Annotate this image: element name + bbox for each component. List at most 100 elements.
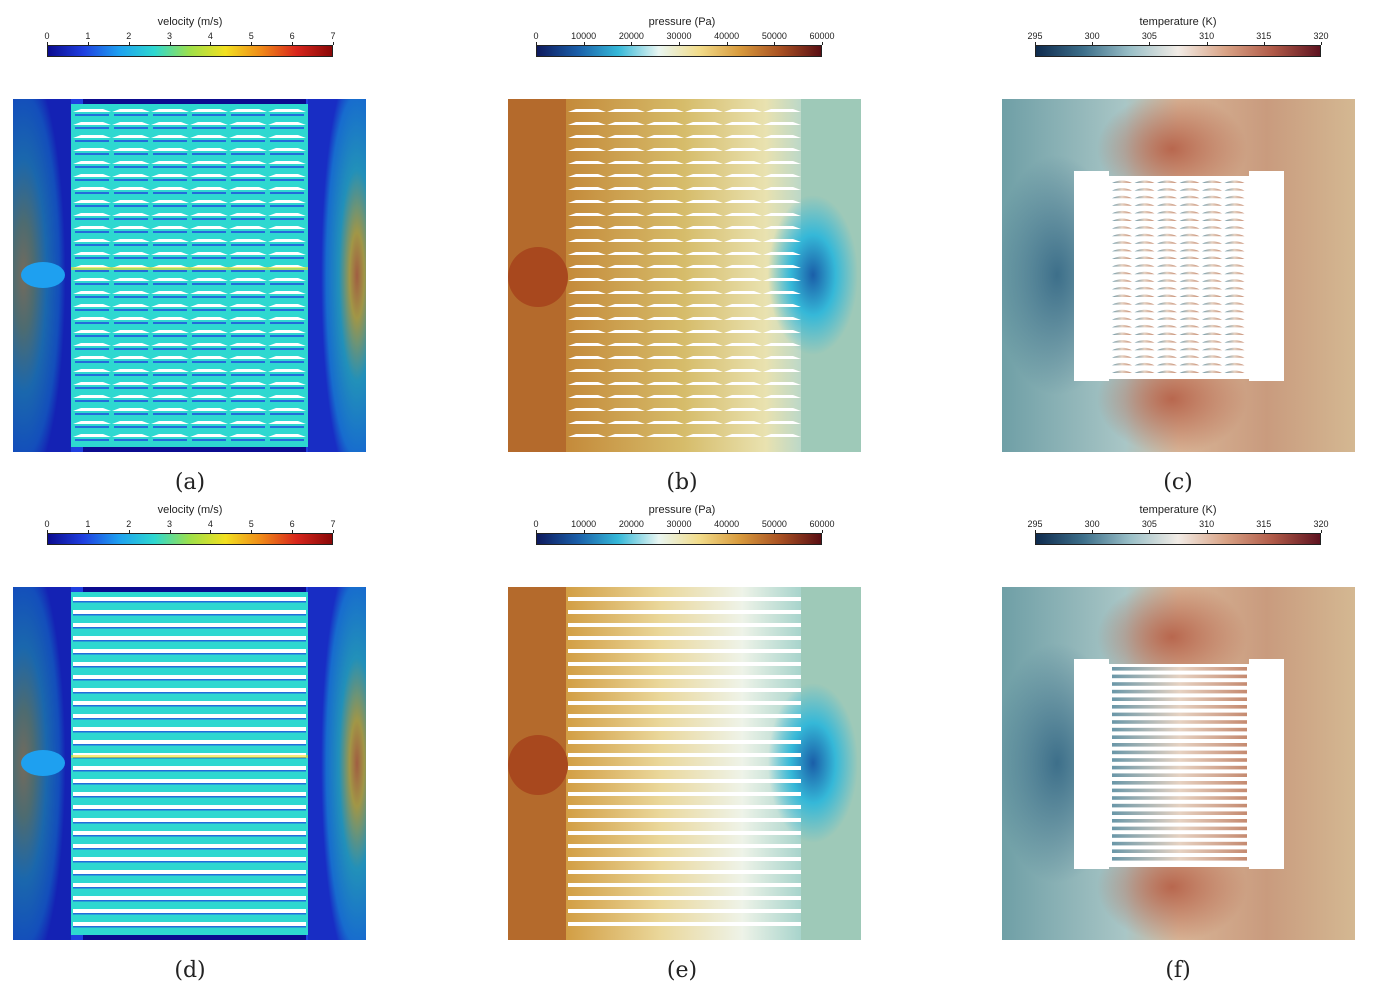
fin <box>763 174 801 177</box>
fin-wake <box>73 718 306 720</box>
colorbar <box>536 45 822 57</box>
fin <box>151 135 189 138</box>
fin <box>73 636 306 640</box>
fin-wake <box>192 270 226 272</box>
fin-wake <box>114 348 148 350</box>
colorbar-tick-mark <box>210 530 212 533</box>
fin <box>112 421 150 424</box>
fin-wake <box>114 335 148 337</box>
colorbar-tick-label: 50000 <box>761 31 787 41</box>
fin <box>73 662 306 666</box>
fin <box>268 200 306 203</box>
fin-wake <box>231 400 265 402</box>
fin <box>568 883 801 887</box>
fin-wake <box>75 244 109 246</box>
fin <box>685 304 723 307</box>
fin <box>151 200 189 203</box>
fin-wake <box>114 205 148 207</box>
fin <box>190 226 228 229</box>
fin <box>763 291 801 294</box>
colorbar-title: velocity (m/s) <box>157 504 223 516</box>
fin <box>763 382 801 385</box>
fin <box>607 200 645 203</box>
fin <box>607 421 645 424</box>
fin <box>1202 309 1222 313</box>
fin <box>151 356 189 359</box>
fin <box>724 187 762 190</box>
fin <box>685 122 723 125</box>
fin-wake <box>75 439 109 441</box>
fin <box>1112 180 1132 183</box>
fin <box>724 265 762 268</box>
fin-wake <box>153 270 187 272</box>
colorbar-tick-mark <box>292 42 294 45</box>
fin <box>73 610 306 614</box>
fin <box>73 395 111 398</box>
fin <box>1112 667 1247 671</box>
fin-wake <box>114 309 148 311</box>
fin <box>190 278 228 281</box>
fin <box>568 187 606 190</box>
fin-wake <box>153 400 187 402</box>
fin <box>607 148 645 151</box>
colorbar-tick-mark <box>128 530 130 533</box>
fin <box>229 421 267 424</box>
fin-wake <box>231 140 265 142</box>
fin <box>1134 226 1155 229</box>
fin <box>73 740 306 744</box>
fin-wake <box>114 114 148 116</box>
fin <box>685 408 723 411</box>
colorbar-tick-mark <box>1206 530 1208 533</box>
fin <box>1157 188 1177 191</box>
fin <box>646 161 684 164</box>
fin <box>112 304 150 307</box>
fin <box>151 187 189 190</box>
channel-block <box>1109 176 1249 379</box>
fin <box>1134 233 1155 237</box>
fin <box>112 330 150 333</box>
fin <box>1112 332 1132 335</box>
fin-wake <box>192 400 226 402</box>
fin-wake <box>231 231 265 233</box>
fin <box>268 148 306 151</box>
fin <box>1202 264 1222 267</box>
fin <box>73 857 306 861</box>
fin <box>1157 332 1177 335</box>
fin-wake <box>231 413 265 415</box>
fin-wake <box>73 926 306 928</box>
fin <box>568 766 801 770</box>
colorbar-tick-mark <box>251 530 253 533</box>
fin-wake <box>153 179 187 181</box>
fin <box>568 870 801 874</box>
fin <box>73 317 111 320</box>
fin-wake <box>114 283 148 285</box>
fin <box>1179 203 1200 206</box>
fin <box>763 408 801 411</box>
colorbar-tick-mark <box>169 530 171 533</box>
fin <box>229 252 267 255</box>
fin <box>1157 180 1177 183</box>
fin <box>268 291 306 294</box>
fin <box>73 649 306 653</box>
fin <box>1112 309 1132 313</box>
fin <box>1224 355 1245 358</box>
fin-wake <box>270 374 304 376</box>
colorbar-tick-label: 2 <box>126 31 132 41</box>
fin <box>763 109 801 112</box>
fin <box>685 343 723 346</box>
fin <box>724 330 762 333</box>
fin <box>151 382 189 385</box>
fin <box>1134 203 1155 206</box>
fin-wake <box>270 296 304 298</box>
fin <box>1112 271 1132 275</box>
fin <box>568 382 606 385</box>
fin <box>1179 317 1200 320</box>
fin <box>73 135 111 138</box>
fin <box>1224 203 1245 206</box>
colorbar-tick-mark <box>679 42 680 45</box>
fin <box>73 187 111 190</box>
fin <box>724 421 762 424</box>
fin <box>1202 286 1222 290</box>
fin <box>151 161 189 164</box>
fin <box>190 330 228 333</box>
